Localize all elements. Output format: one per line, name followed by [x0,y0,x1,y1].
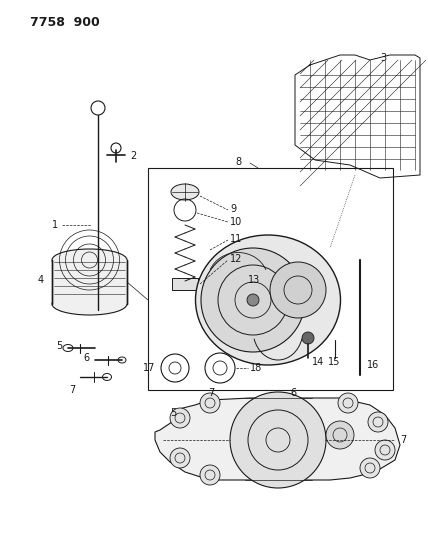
Text: 13: 13 [248,275,260,285]
Circle shape [170,448,190,468]
Text: 12: 12 [230,254,242,264]
Circle shape [200,465,220,485]
Text: 1: 1 [52,220,58,230]
Circle shape [201,248,305,352]
Circle shape [360,458,380,478]
Bar [172,278,198,290]
Polygon shape [155,398,400,480]
Ellipse shape [171,184,199,200]
Text: 6: 6 [290,388,296,398]
Circle shape [375,440,395,460]
Circle shape [326,421,354,449]
Text: 14: 14 [312,357,324,367]
Text: 4: 4 [38,275,44,285]
Text: 10: 10 [230,217,242,227]
Circle shape [302,332,314,344]
Ellipse shape [196,235,341,365]
Text: 2: 2 [130,151,136,161]
Ellipse shape [52,293,127,315]
Text: 5: 5 [170,408,176,418]
Bar [148,168,393,390]
Text: 5: 5 [56,341,62,351]
Circle shape [230,392,326,488]
Text: 9: 9 [230,204,236,214]
Text: 7758  900: 7758 900 [30,15,100,28]
Text: 7: 7 [69,385,75,395]
Text: 17: 17 [143,363,155,373]
Circle shape [338,393,358,413]
Text: 6: 6 [84,353,90,363]
Text: 7: 7 [208,388,214,398]
Text: 18: 18 [250,363,262,373]
Text: 16: 16 [367,360,379,370]
Bar [52,260,127,304]
Circle shape [270,262,326,318]
Text: 7: 7 [400,435,406,445]
Circle shape [170,408,190,428]
Ellipse shape [52,249,127,271]
Circle shape [247,294,259,306]
Circle shape [200,393,220,413]
Text: 15: 15 [328,357,340,367]
Circle shape [368,412,388,432]
Text: 3: 3 [380,53,386,63]
Text: 11: 11 [230,234,242,244]
Text: 8: 8 [235,157,241,167]
